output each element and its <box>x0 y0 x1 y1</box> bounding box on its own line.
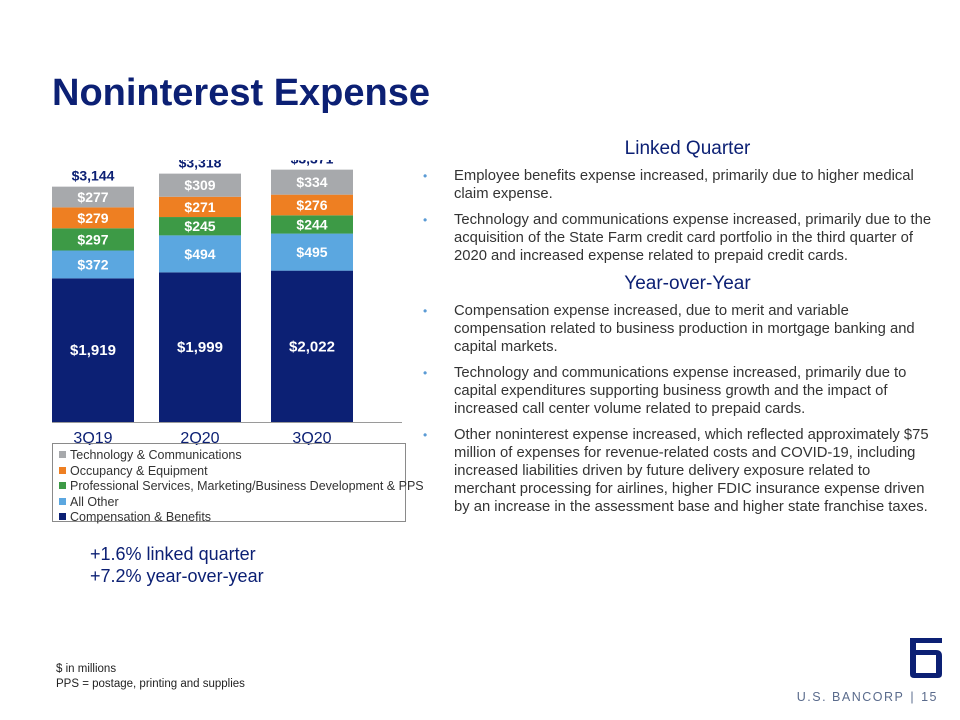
list-item: Technology and communications expense in… <box>420 211 935 265</box>
bar-segment <box>52 207 134 229</box>
bar-data-label: $244 <box>296 216 327 232</box>
bar-segment <box>159 196 241 218</box>
footnote-units: $ in millions <box>56 663 117 675</box>
brand-footer: U.S. BANCORP | 15 <box>797 690 938 704</box>
page-title: Noninterest Expense <box>52 72 430 114</box>
legend-label: Technology & Communications <box>70 448 242 462</box>
bar-data-label: $309 <box>184 177 215 193</box>
bar-segment <box>271 169 353 195</box>
bar-segment <box>271 233 353 271</box>
x-tick-label: 3Q19 <box>73 430 112 445</box>
bar-total-label: $3,318 <box>179 160 222 171</box>
stacked-bar-chart: $1,919 $372 $297 $279 $277 $3,144 3Q19 $1,999 $4… <box>52 160 402 445</box>
list-item: Employee benefits expense increased, pri… <box>420 167 935 203</box>
bar-data-label: $494 <box>184 246 215 262</box>
bar-data-label: $279 <box>77 210 108 226</box>
legend-swatch <box>59 451 66 458</box>
growth-notes: +1.6% linked quarter +7.2% year-over-yea… <box>90 543 264 587</box>
bar-segment <box>159 173 241 197</box>
footnote-pps: PPS = postage, printing and supplies <box>56 678 245 690</box>
list-item: Technology and communications expense in… <box>420 364 935 418</box>
list-item: Other noninterest expense increased, whi… <box>420 426 935 516</box>
bar-segment <box>271 270 353 422</box>
list-item: Compensation expense increased, due to m… <box>420 302 935 356</box>
legend-swatch <box>59 482 66 489</box>
legend-label: Occupancy & Equipment <box>70 463 208 478</box>
footnotes: $ in millions PPS = postage, printing an… <box>56 662 245 692</box>
linked-quarter-heading: Linked Quarter <box>624 138 751 159</box>
chart-legend: Technology & Communications Occupancy & E… <box>52 443 424 524</box>
brand-name: U.S. BANCORP <box>796 690 905 704</box>
bar-data-label: $297 <box>77 231 108 247</box>
legend-item: All Other <box>59 495 405 511</box>
legend-label: Compensation & Benefits <box>70 510 212 524</box>
note-linked-quarter: +1.6% linked quarter <box>90 544 256 564</box>
bar-segment <box>271 215 353 234</box>
bar-data-label: $495 <box>296 244 327 260</box>
bar-data-label: $1,919 <box>70 342 116 359</box>
commentary-panel: Linked Quarter Employee benefits expense… <box>420 138 935 524</box>
note-year-over-year: +7.2% year-over-year <box>90 566 264 586</box>
legend-item: Technology & Communications <box>59 448 405 464</box>
bar-data-label: $276 <box>296 197 327 213</box>
legend-swatch <box>59 497 66 505</box>
bar-data-label: $2,022 <box>289 338 335 355</box>
bar-segment <box>52 250 134 279</box>
legend-item: Professional Services, Marketing/Busines… <box>59 479 424 495</box>
year-over-year-heading: Year-over-Year <box>624 273 751 294</box>
bar-segment <box>271 194 353 216</box>
page-number: 15 <box>921 690 938 704</box>
bar-total-label: $3,144 <box>72 168 115 184</box>
bar-segment <box>159 235 241 273</box>
bar-data-label: $277 <box>77 189 108 205</box>
bar-data-label: $271 <box>184 199 215 215</box>
bar-segment <box>52 278 134 422</box>
bar-segment <box>159 217 241 236</box>
x-tick-label: 2Q20 <box>180 430 219 445</box>
legend-swatch <box>59 513 66 520</box>
legend-label: All Other <box>70 494 119 509</box>
bar-segment <box>52 228 134 251</box>
bar-data-label: $245 <box>184 218 215 234</box>
bar-data-label: $372 <box>77 256 108 272</box>
bar-data-label: $334 <box>296 174 327 190</box>
legend-swatch <box>59 466 66 474</box>
legend-item: Compensation & Benefits <box>59 510 405 526</box>
us-bancorp-shield-icon <box>910 638 942 678</box>
year-over-year-bullets: Compensation expense increased, due to m… <box>420 302 935 516</box>
bar-data-label: $1,999 <box>177 339 223 356</box>
bar-segment <box>52 186 134 208</box>
x-tick-label: 3Q20 <box>292 430 331 445</box>
bar-total-label: $3,371 <box>291 160 334 167</box>
brand-separator: | <box>910 690 916 704</box>
legend-item: Occupancy & Equipment <box>59 464 405 480</box>
bar-segment <box>159 272 241 422</box>
legend-label: Professional Services, Marketing/Busines… <box>70 479 424 493</box>
linked-quarter-bullets: Employee benefits expense increased, pri… <box>420 167 935 265</box>
